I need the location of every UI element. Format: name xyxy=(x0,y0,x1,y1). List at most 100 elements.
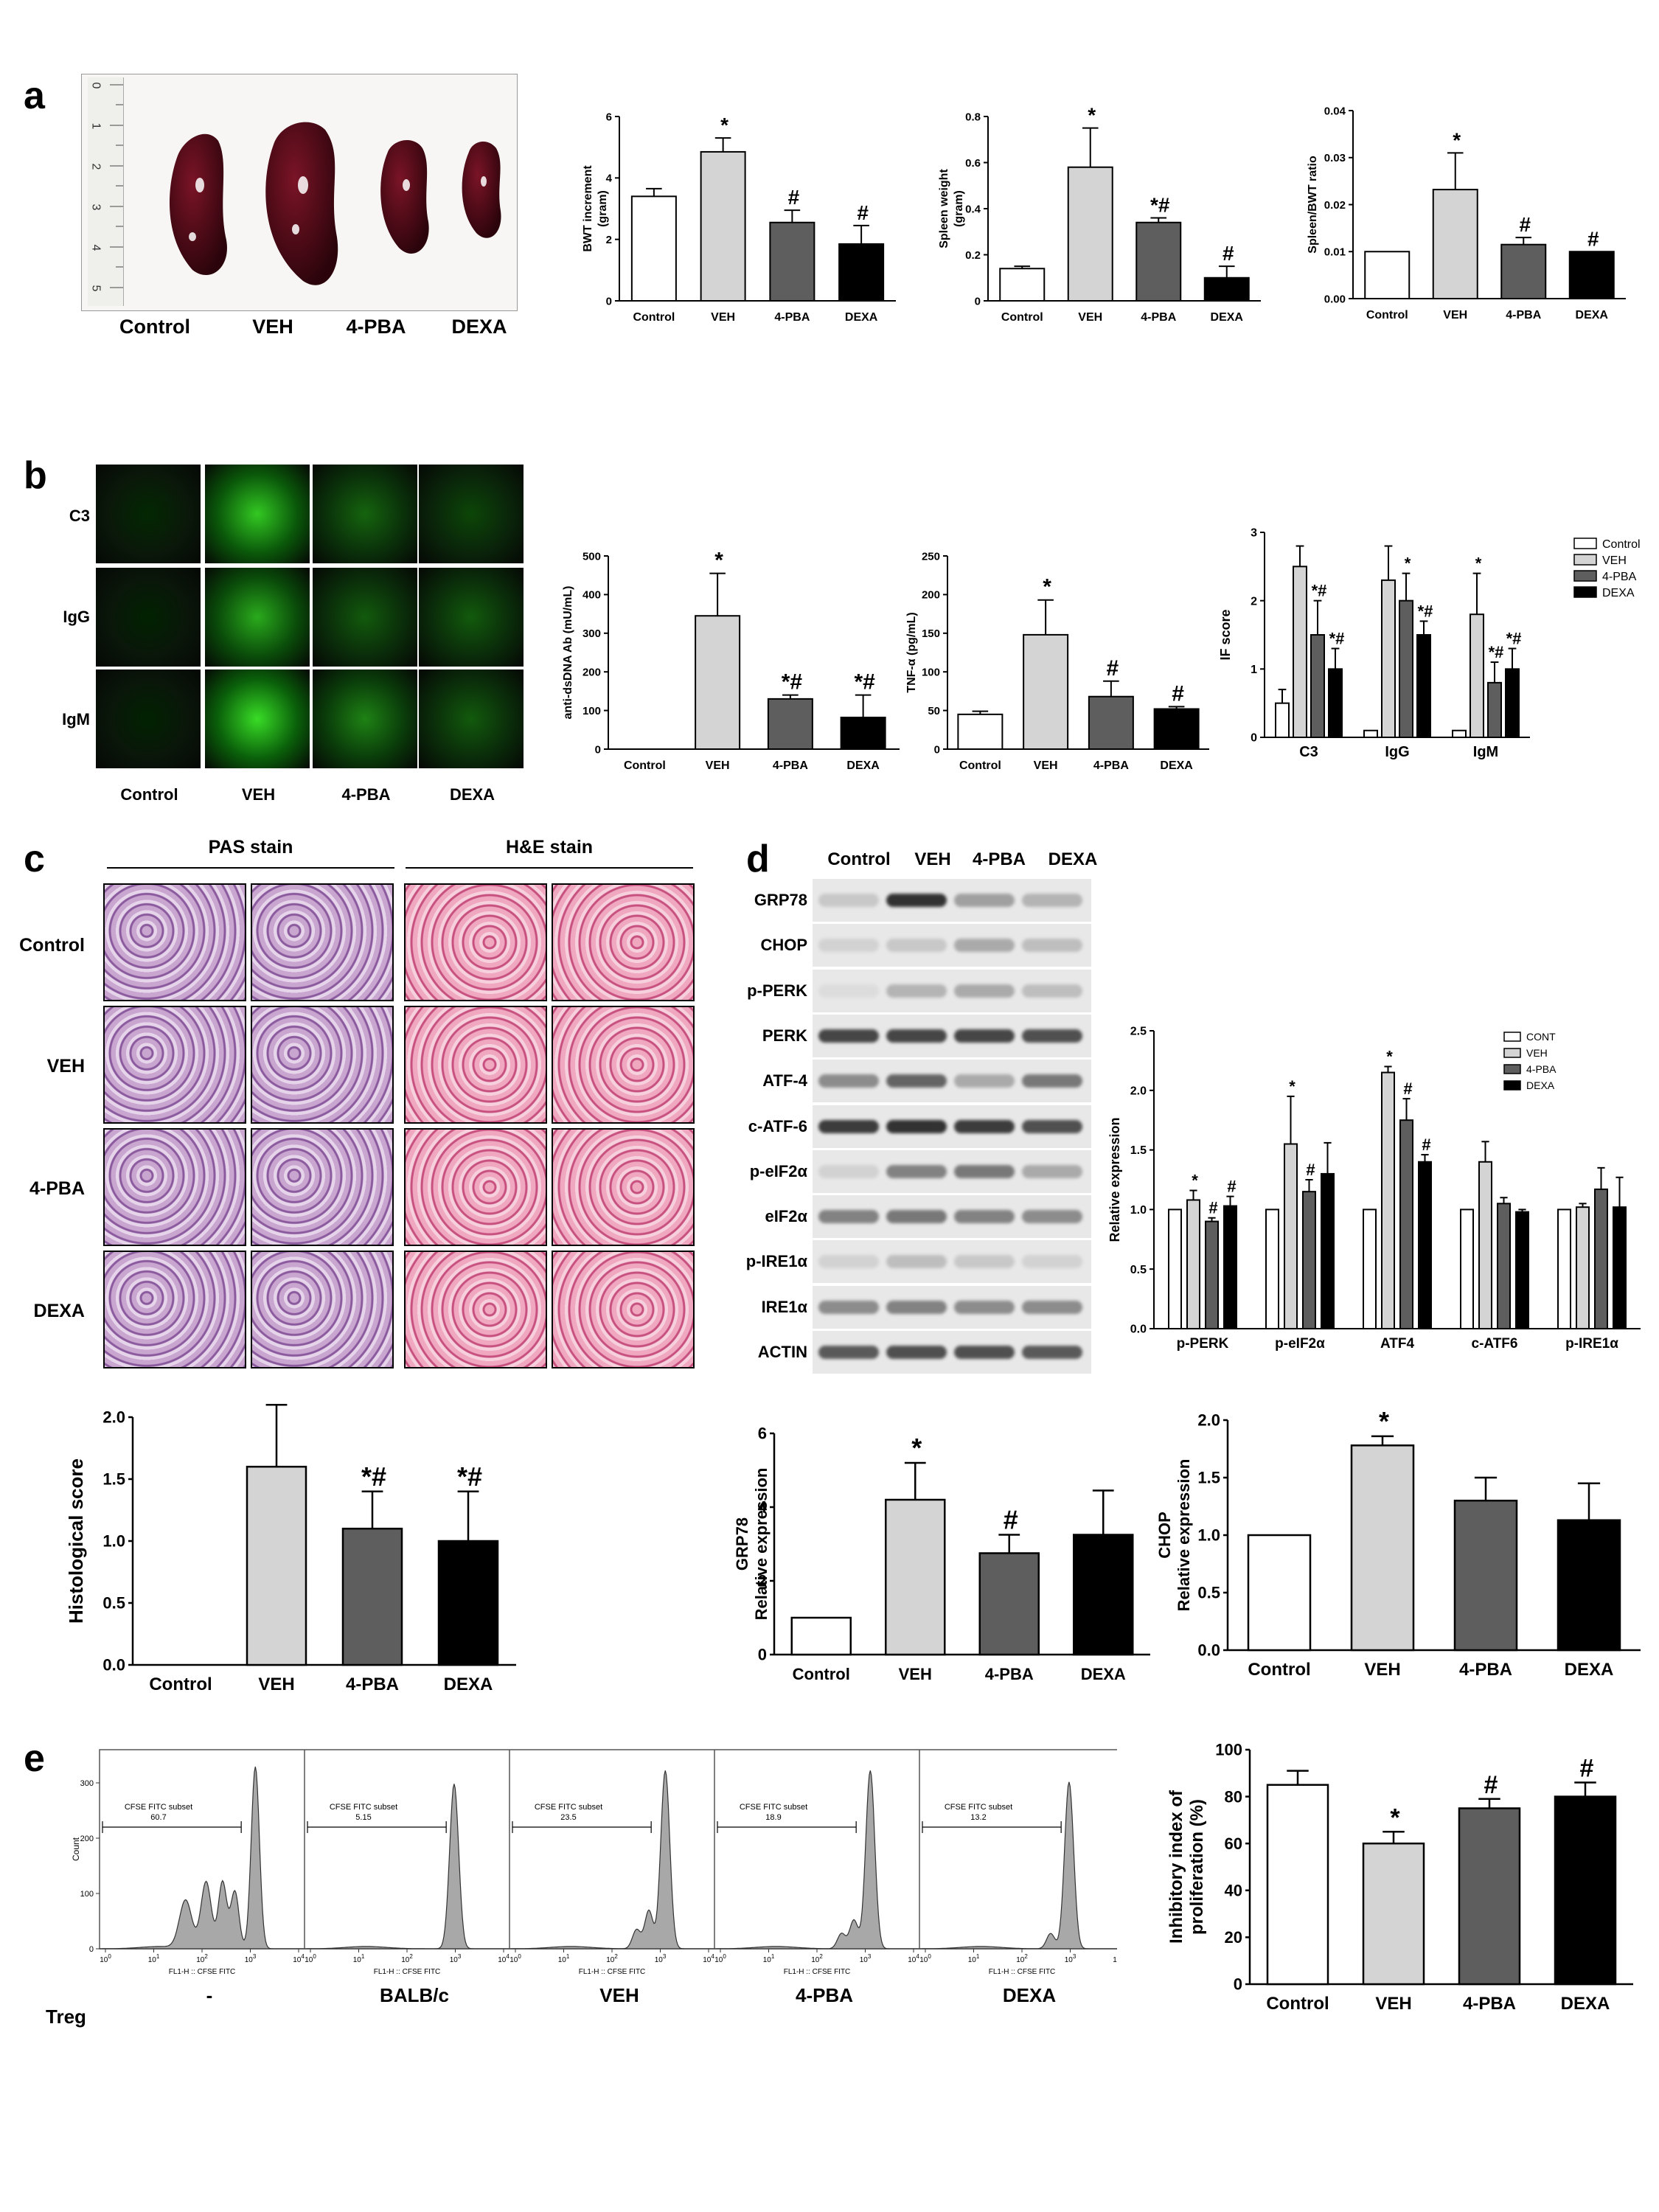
y-tick-label: 2 xyxy=(606,234,612,246)
y-tick-label: 2.0 xyxy=(1130,1085,1147,1097)
flow-histogram-5 xyxy=(919,1781,1117,1950)
bar-DEXA xyxy=(838,243,885,302)
significance-mark: *# xyxy=(1418,602,1433,620)
blot-band xyxy=(954,1255,1015,1269)
histology-image-pas-4-PBA xyxy=(103,1128,246,1246)
category-label: Control xyxy=(624,759,666,772)
significance-mark: # xyxy=(1587,227,1599,250)
bar-p-PERK-VEH xyxy=(1186,1199,1200,1329)
significance-mark: *# xyxy=(854,670,875,695)
y-tick-label: 0 xyxy=(1234,1975,1242,1994)
blot-band xyxy=(818,1300,879,1314)
if-image-IgM-Control xyxy=(96,669,201,768)
blot-label-p-IRE1α: p-IRE1α xyxy=(745,1252,807,1271)
y-tick-label: 80 xyxy=(1225,1787,1242,1806)
blot-band xyxy=(818,894,879,907)
y-axis-label: IF score xyxy=(1218,609,1233,660)
bar-Control xyxy=(1364,251,1411,299)
blot-label-IRE1α: IRE1α xyxy=(761,1297,807,1316)
bar-IgM-DEXA xyxy=(1505,668,1520,738)
lane-label-dexa: DEXA xyxy=(1048,849,1098,869)
if-col-label-veh: VEH xyxy=(241,785,276,804)
y-axis-label: GRP78 xyxy=(733,1517,751,1571)
blot-band xyxy=(818,1346,879,1359)
y-tick-label: 1.0 xyxy=(1130,1204,1147,1217)
flow-axis-label: FL1-H :: CFSE FITC xyxy=(579,1968,646,1976)
y-tick-label: 500 xyxy=(582,550,601,563)
bar-p-IRE1α-DEXA xyxy=(1613,1206,1627,1329)
blot-band xyxy=(886,1210,947,1224)
flow-histogram-1 xyxy=(100,1766,305,1950)
y-tick-label: 1.0 xyxy=(102,1532,125,1551)
bar-ATF4-CONT xyxy=(1363,1208,1377,1329)
decade-tick-label: 103 xyxy=(1065,1953,1077,1964)
category-label: DEXA xyxy=(1561,1994,1610,2014)
count-axis-label: Count xyxy=(71,1837,81,1861)
spleen-photo: 0 1 2 3 4 5 xyxy=(81,74,518,311)
blot-band xyxy=(818,1255,879,1269)
bar-DEXA xyxy=(1073,1534,1134,1656)
bar-IgG-Control xyxy=(1363,729,1378,739)
category-label: p-PERK xyxy=(1177,1336,1229,1352)
decade-tick-label: 100 xyxy=(100,1953,111,1964)
y-tick-label: 1.5 xyxy=(1130,1144,1147,1157)
category-label: 4-PBA xyxy=(1141,311,1176,324)
flow-histogram-3 xyxy=(509,1770,714,1950)
y-tick-label: 100 xyxy=(582,705,601,717)
y-axis-label: BWT increment xyxy=(582,165,594,252)
if-image-IgG-DEXA xyxy=(419,568,524,667)
bar-c-ATF6-VEH xyxy=(1478,1161,1492,1329)
flow-axis-label: FL1-H :: CFSE FITC xyxy=(784,1968,851,1976)
y-tick-label: 0 xyxy=(595,743,601,756)
histology-grid xyxy=(103,883,700,1374)
bar-C3-Control xyxy=(1275,702,1290,739)
blot-band xyxy=(1022,1210,1082,1224)
blot-label-GRP78: GRP78 xyxy=(754,891,807,909)
histology-image-he-VEH xyxy=(552,1006,695,1124)
legend-swatch-4-PBA xyxy=(1573,570,1597,582)
lane-label-veh: VEH xyxy=(914,849,951,869)
bar-IgG-VEH xyxy=(1381,579,1396,738)
decade-tick-label: 101 xyxy=(353,1953,365,1964)
y-tick-label: 100 xyxy=(922,666,940,678)
histology-image-pas-VEH xyxy=(251,1006,394,1124)
y-tick-label: 4 xyxy=(606,173,613,185)
flow-axis-label: FL1-H :: CFSE FITC xyxy=(169,1968,236,1976)
blot-band xyxy=(818,1210,879,1224)
bar-IgG-DEXA xyxy=(1416,634,1431,738)
histology-image-he-DEXA xyxy=(404,1251,547,1368)
significance-mark: # xyxy=(1306,1161,1315,1179)
chart-histological-score: 0.0 0.5 1.0 1.5 2.0 Histological score Control… xyxy=(65,1401,516,1694)
decade-tick-label: 102 xyxy=(401,1953,413,1964)
category-label: Control xyxy=(1248,1660,1310,1680)
category-label: DEXA xyxy=(845,311,878,324)
category-label: VEH xyxy=(706,759,730,772)
y-tick-label: 4 xyxy=(758,1498,768,1517)
decade-tick-label: 103 xyxy=(245,1953,257,1964)
blot-label-c-ATF-6: c-ATF-6 xyxy=(748,1116,807,1135)
blot-band xyxy=(954,1074,1015,1088)
flow-histogram-4 xyxy=(714,1770,919,1950)
y-axis-label: Spleen weight xyxy=(938,169,950,248)
if-image-C3-VEH xyxy=(205,465,310,563)
y-axis-label: proliferation (%) xyxy=(1187,1799,1207,1935)
bar-IgG-4-PBA xyxy=(1399,599,1413,738)
y-tick-label: 200 xyxy=(582,666,601,678)
blot-label-PERK: PERK xyxy=(762,1026,807,1045)
y-tick-label: 0.8 xyxy=(965,111,981,123)
decade-tick-label: 101 xyxy=(968,1953,980,1964)
lane-label-control: Control xyxy=(827,849,891,869)
flow-subset-value: 5.15 xyxy=(355,1813,371,1822)
significance-mark: * xyxy=(1390,1804,1400,1832)
blot-strip-p-IRE1α xyxy=(813,1240,1091,1284)
decade-tick-label: 102 xyxy=(1016,1953,1028,1964)
chart-spleen-weight: 0 0.2 0.4 0.6 0.8 Spleen weight (gram) Control *… xyxy=(938,104,1261,324)
treg-group-label: - xyxy=(206,1984,213,2002)
blot-band xyxy=(954,1119,1015,1133)
significance-mark: *# xyxy=(1312,582,1327,600)
category-label: VEH xyxy=(899,1665,932,1683)
y-tick-label: 0.0 xyxy=(102,1656,125,1674)
if-row-label-igg: IgG xyxy=(63,608,90,626)
if-image-grid xyxy=(96,465,524,782)
histology-image-he-Control xyxy=(552,883,695,1001)
